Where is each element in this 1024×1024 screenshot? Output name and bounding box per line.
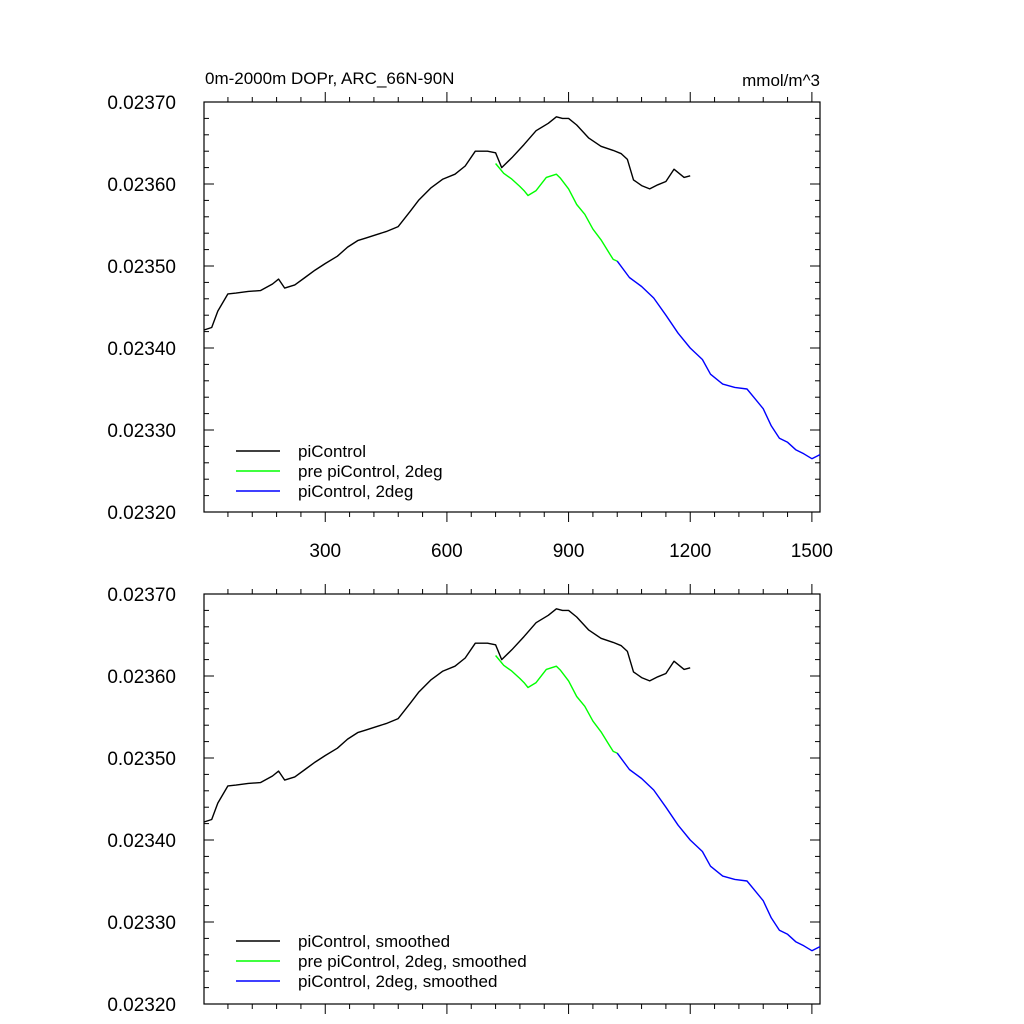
- bottom-series-lines: [203, 608, 821, 952]
- series-line-pre-picontrol-2deg: [495, 163, 618, 262]
- x-tick-label: 1200: [669, 541, 711, 562]
- top-title-right: mmol/m^3: [742, 71, 820, 90]
- y-tick-label: 0.02370: [107, 585, 176, 606]
- y-tick-label: 0.02360: [107, 175, 176, 196]
- legend-label-pre-picontrol-2deg: pre piControl, 2deg: [298, 462, 443, 481]
- x-tick-label: 600: [431, 541, 463, 562]
- legend-label-picontrol-smoothed: piControl, smoothed: [298, 932, 450, 951]
- series-line-pre-picontrol-2deg-smoothed: [495, 655, 618, 754]
- legend-label-picontrol: piControl: [298, 442, 366, 461]
- series-line-picontrol-2deg-smoothed: [616, 752, 821, 952]
- top-axis-ticks: [204, 92, 820, 522]
- x-tick-label: 1500: [791, 541, 833, 562]
- legend-label-picontrol-2deg: piControl, 2deg: [298, 482, 413, 501]
- top-legend: piControl pre piControl, 2deg piControl,…: [236, 442, 443, 501]
- top-y-tick-labels: 0.02320 0.02330 0.02340 0.02350 0.02360 0.023…: [107, 93, 176, 524]
- top-plot-frame: [203, 101, 821, 513]
- top-title-left: 0m-2000m DOPr, ARC_66N-90N: [205, 69, 454, 88]
- series-line-picontrol: [203, 116, 691, 331]
- legend-label-pre-picontrol-2deg-smoothed: pre piControl, 2deg, smoothed: [298, 952, 527, 971]
- y-tick-label: 0.02330: [107, 913, 176, 934]
- y-tick-label: 0.02340: [107, 831, 176, 852]
- y-tick-label: 0.02340: [107, 339, 176, 360]
- x-tick-label: 300: [309, 541, 341, 562]
- y-tick-label: 0.02350: [107, 257, 176, 278]
- bottom-plot-frame: [203, 593, 821, 1005]
- top-series-lines: [203, 116, 821, 460]
- bottom-panel: 0.02320 0.02330 0.02340 0.02350 0.02360 0.023…: [107, 584, 821, 1016]
- y-tick-label: 0.02320: [107, 503, 176, 524]
- legend-label-picontrol-2deg-smoothed: piControl, 2deg, smoothed: [298, 972, 497, 991]
- y-tick-label: 0.02370: [107, 93, 176, 114]
- y-tick-label: 0.02350: [107, 749, 176, 770]
- y-tick-label: 0.02360: [107, 667, 176, 688]
- top-panel: 0m-2000m DOPr, ARC_66N-90N mmol/m^3 0.02…: [107, 69, 833, 562]
- bottom-y-tick-labels: 0.02320 0.02330 0.02340 0.02350 0.02360 0.023…: [107, 585, 176, 1016]
- series-line-picontrol-2deg: [616, 260, 821, 460]
- series-line-picontrol-smoothed: [203, 608, 691, 823]
- bottom-legend: piControl, smoothed pre piControl, 2deg,…: [236, 932, 527, 991]
- bottom-axis-ticks: [204, 584, 820, 1014]
- y-tick-label: 0.02320: [107, 995, 176, 1016]
- x-tick-label: 900: [553, 541, 585, 562]
- top-x-tick-labels: 300 600 900 1200 1500: [309, 541, 833, 562]
- y-tick-label: 0.02330: [107, 421, 176, 442]
